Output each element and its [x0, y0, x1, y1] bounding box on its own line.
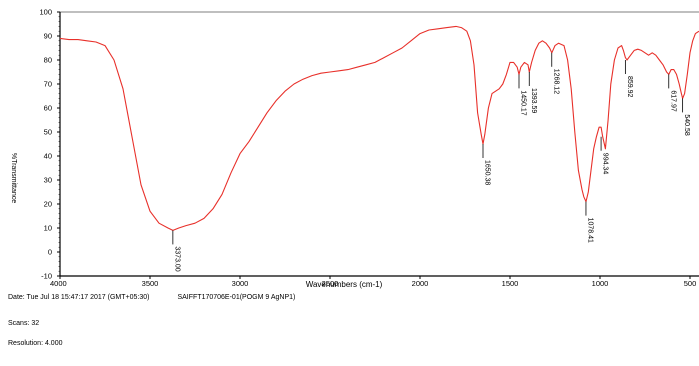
peak-label: 1450.17: [520, 90, 527, 115]
x-tick-label: 1000: [592, 279, 609, 288]
peak-label: 1393.59: [530, 88, 537, 113]
scan-count: Scans: 32: [8, 320, 40, 327]
ir-spectrum-chart: %Transmittance -10 0 10 20 30 40 50 60 70 80 90 100…: [10, 8, 699, 289]
y-tick-label: 60: [44, 104, 52, 113]
sample-id: SAIFFT170706E-01(POGM 9 AgNP1): [177, 294, 296, 301]
y-tick-label: 0: [48, 248, 52, 257]
y-tick-label: -10: [41, 272, 52, 281]
date-text: Date: Tue Jul 18 15:47:17 2017 (GMT+05:3…: [8, 294, 150, 301]
x-tick-label: 4000: [50, 279, 67, 288]
x-tick-label: 3000: [232, 279, 249, 288]
peak-label: 617.97: [669, 90, 676, 112]
x-tick-label: 500: [684, 279, 697, 288]
peak-label: 994.34: [602, 153, 609, 175]
x-tick-label: 3500: [142, 279, 159, 288]
spectrum-line: [59, 25, 699, 231]
y-tick-label: 100: [39, 8, 52, 17]
peak-label: 540.58: [683, 114, 690, 136]
y-axis-label: %Transmittance: [10, 153, 17, 203]
x-tick-label: 2000: [412, 279, 429, 288]
plot-area: -10 0 10 20 30 40 50 60 70 80 90 100 4000 3500 3000 250…: [39, 8, 699, 288]
resolution: Resolution: 4.000: [8, 340, 63, 347]
y-tick-label: 30: [44, 176, 52, 185]
y-tick-label: 70: [44, 80, 52, 89]
y-tick-label: 80: [44, 56, 52, 65]
peak-label: 3373.00: [173, 246, 180, 271]
y-tick-label: 20: [44, 200, 52, 209]
x-tick-label: 2500: [322, 279, 339, 288]
x-axis-label: Wavenumbers (cm-1): [306, 280, 383, 289]
y-tick-label: 10: [44, 224, 52, 233]
peak-label: 1650.38: [484, 160, 491, 185]
x-tick-label: 1500: [502, 279, 519, 288]
peak-label: 859.92: [626, 76, 633, 98]
peak-label: 1268.12: [552, 69, 559, 94]
peak-label: 1078.41: [586, 218, 593, 243]
y-tick-label: 40: [44, 152, 52, 161]
acquisition-date: Date: Tue Jul 18 15:47:17 2017 (GMT+05:3…: [8, 294, 295, 301]
y-tick-label: 50: [44, 128, 52, 137]
y-tick-label: 90: [44, 32, 52, 41]
